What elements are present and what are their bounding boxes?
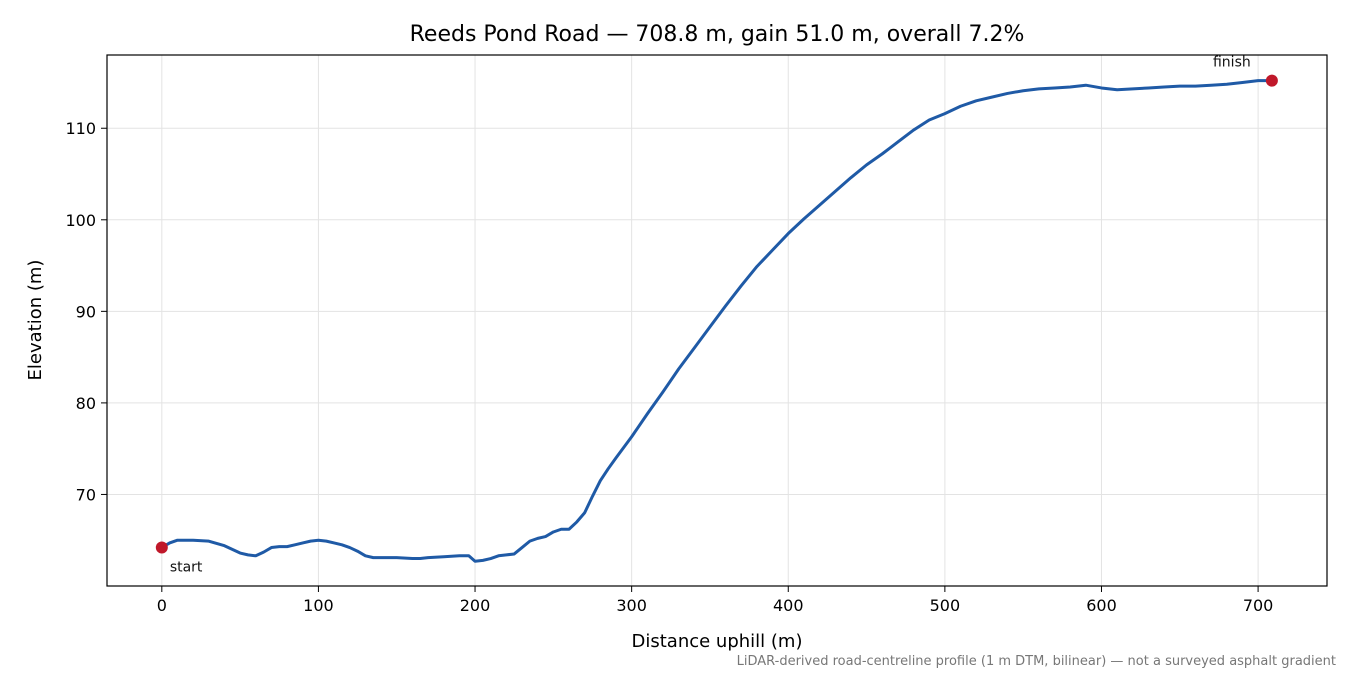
y-tick-label: 70	[76, 485, 96, 504]
x-tick-label: 200	[460, 596, 491, 615]
x-axis-ticks: 0 100 200 300 400 500 600 700	[157, 586, 1274, 615]
grid-lines	[107, 55, 1327, 586]
finish-marker	[1265, 74, 1278, 87]
x-tick-label: 0	[157, 596, 167, 615]
elevation-profile-line	[160, 79, 1274, 563]
y-tick-label: 100	[65, 211, 96, 230]
x-tick-label: 100	[303, 596, 334, 615]
chart-title: Reeds Pond Road — 708.8 m, gain 51.0 m, …	[410, 22, 1025, 47]
x-tick-label: 600	[1086, 596, 1117, 615]
finish-annotation: finish	[1213, 55, 1251, 71]
x-tick-label: 700	[1243, 596, 1274, 615]
x-tick-label: 500	[930, 596, 961, 615]
y-tick-label: 110	[65, 119, 96, 138]
x-axis-label: Distance uphill (m)	[632, 631, 803, 652]
plot-area-frame	[106, 54, 1328, 587]
y-axis-ticks: 70 80 90 100 110	[65, 119, 107, 504]
x-tick-label: 400	[773, 596, 804, 615]
start-marker	[155, 541, 168, 554]
footnote: LiDAR-derived road-centreline profile (1…	[737, 654, 1336, 669]
start-annotation: start	[170, 560, 203, 576]
y-tick-label: 80	[76, 394, 96, 413]
y-axis-label: Elevation (m)	[25, 260, 46, 381]
x-tick-label: 300	[616, 596, 647, 615]
y-tick-label: 90	[76, 302, 96, 321]
